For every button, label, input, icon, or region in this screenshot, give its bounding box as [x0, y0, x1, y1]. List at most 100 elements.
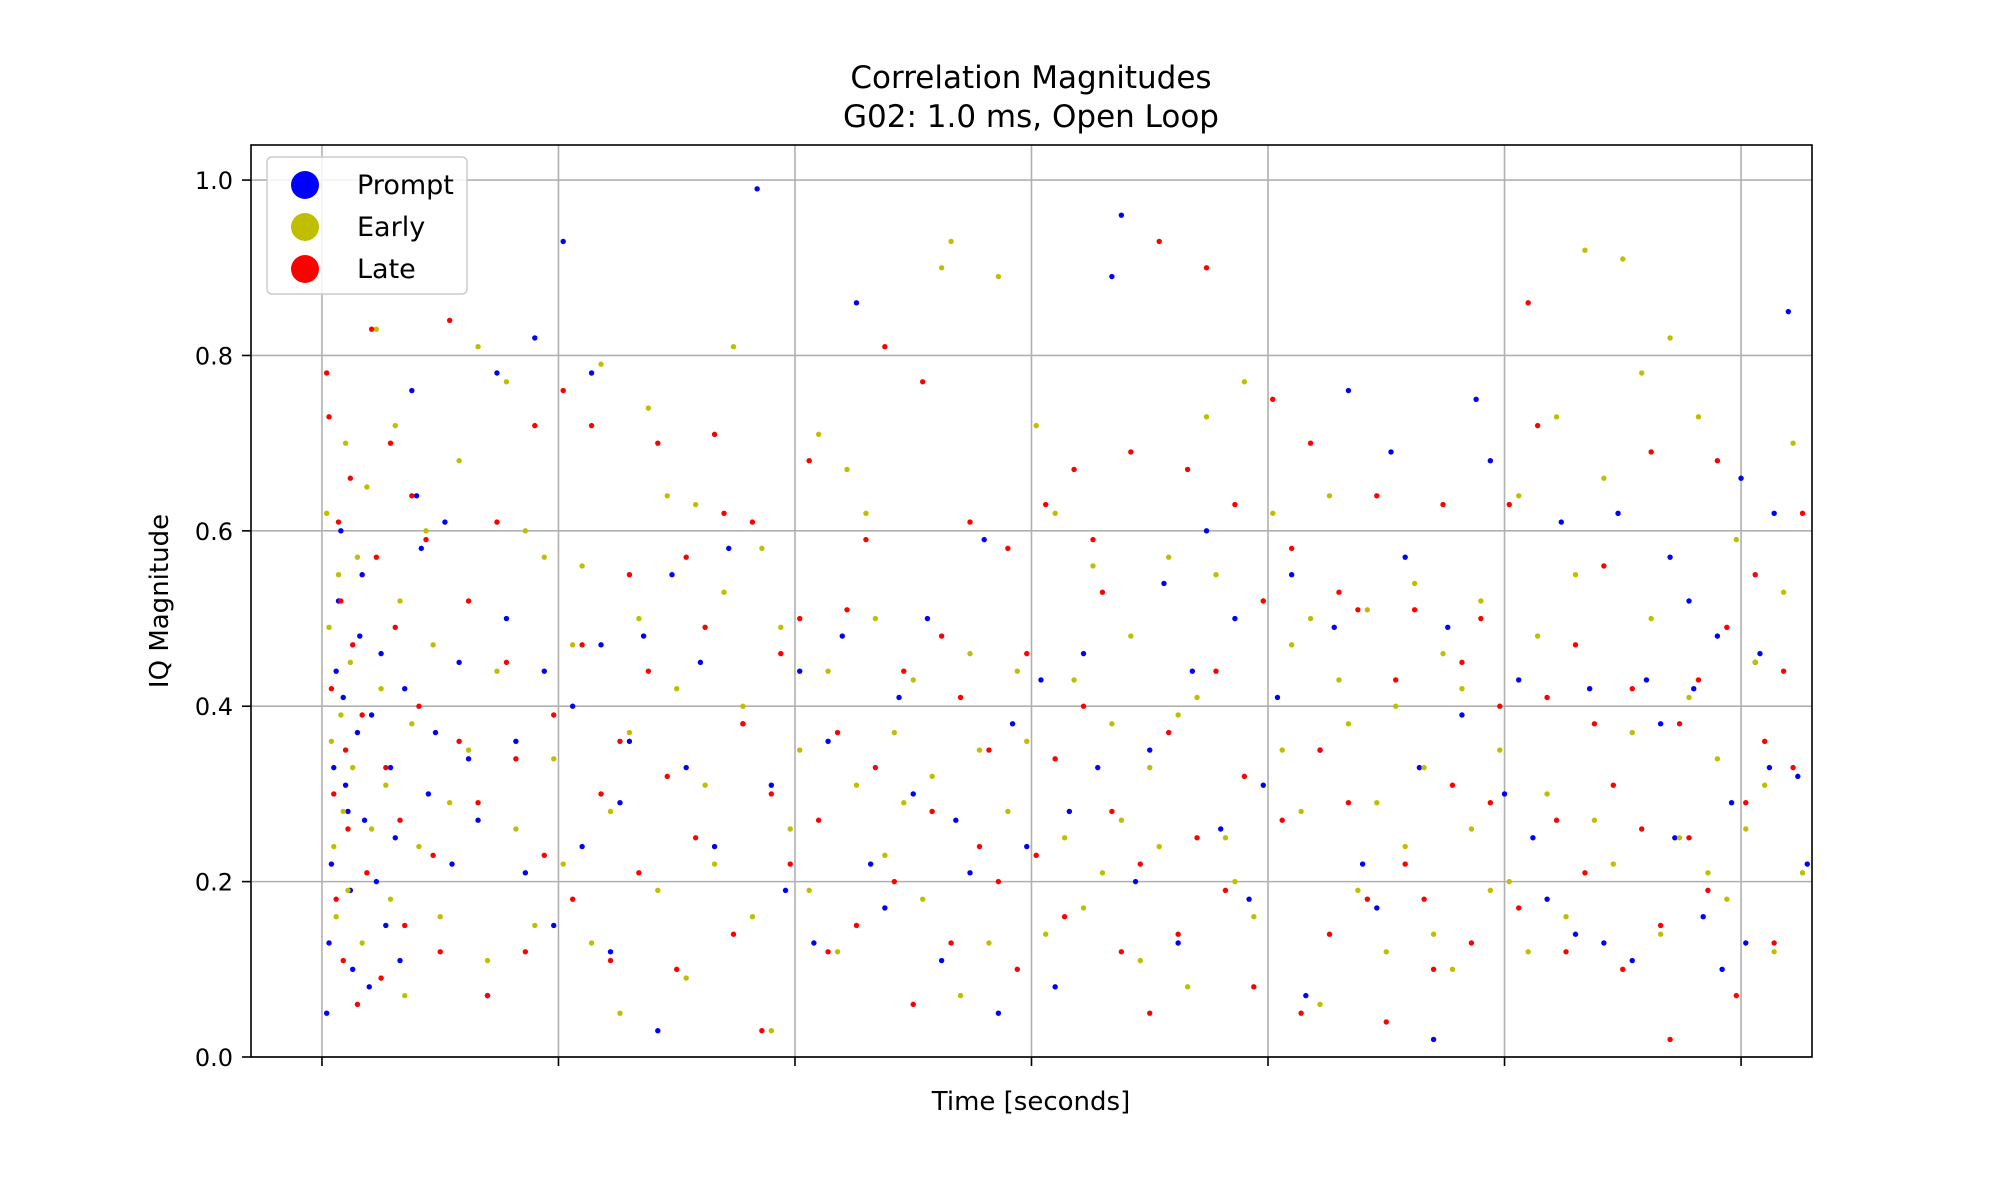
late-point [759, 1027, 765, 1034]
early-point [402, 992, 408, 999]
prompt-point [588, 370, 595, 376]
late-point [853, 922, 860, 929]
early-point [1005, 808, 1011, 815]
late-point [350, 642, 356, 648]
late-point [1629, 685, 1635, 692]
prompt-point [1785, 308, 1792, 315]
prompt-point [669, 571, 675, 578]
prompt-point [1009, 721, 1016, 727]
early-point [456, 457, 462, 464]
late-point [373, 554, 380, 560]
late-point [409, 493, 415, 499]
late-point [920, 379, 926, 385]
late-point [1780, 668, 1787, 674]
early-point [901, 799, 907, 806]
early-point [1203, 414, 1210, 420]
late-point [1232, 501, 1238, 508]
late-point [1572, 642, 1579, 648]
late-point [397, 817, 403, 823]
prompt-point [1516, 677, 1522, 683]
early-point [607, 808, 614, 815]
prompt-point [1530, 835, 1536, 841]
early-point [1270, 510, 1276, 517]
early-point [1194, 694, 1200, 701]
early-point [1383, 949, 1389, 955]
early-point [1411, 580, 1418, 587]
late-point [1610, 782, 1617, 788]
late-point [1544, 694, 1550, 701]
late-point [797, 615, 803, 622]
prompt-point [522, 870, 529, 876]
late-point [749, 519, 756, 525]
prompt-point [378, 650, 384, 657]
early-point [347, 659, 354, 666]
early-point [1572, 571, 1579, 578]
late-point [1364, 896, 1371, 902]
prompt-point [1080, 650, 1087, 657]
prompt-point [754, 186, 760, 192]
late-point [378, 975, 384, 981]
prompt-point [551, 922, 557, 929]
late-point [323, 370, 330, 376]
late-point [392, 624, 398, 631]
late-point [768, 791, 775, 797]
early-point [1780, 589, 1787, 595]
late-point [1516, 905, 1522, 911]
early-point [560, 861, 566, 867]
early-point [333, 913, 339, 920]
prompt-point [1175, 940, 1181, 946]
data-points [323, 186, 1810, 1043]
early-point [1288, 642, 1295, 648]
early-point [1014, 668, 1021, 674]
late-point [1430, 966, 1437, 973]
early-point [522, 528, 529, 534]
late-point [1421, 896, 1427, 902]
prompt-point [442, 519, 448, 525]
early-point [1657, 931, 1664, 937]
prompt-point [1700, 913, 1706, 920]
late-point [1137, 861, 1143, 867]
early-point [1042, 931, 1049, 937]
late-point [446, 317, 453, 324]
late-point [976, 843, 983, 850]
prompt-point [503, 615, 510, 622]
early-point [354, 554, 361, 560]
prompt-point [768, 782, 775, 788]
chart-title: Correlation Magnitudes [850, 60, 1211, 96]
prompt-point [1331, 624, 1337, 631]
late-point [995, 878, 1002, 885]
prompt-point [640, 633, 647, 639]
y-tick-label: 0.6 [195, 518, 233, 546]
legend-marker-early [291, 213, 319, 241]
late-point [1705, 887, 1711, 894]
early-point [1336, 677, 1342, 683]
prompt-point [383, 922, 389, 929]
prompt-point [425, 791, 432, 797]
late-point [683, 554, 689, 560]
early-point [853, 782, 860, 788]
late-point [423, 536, 429, 543]
late-point [1156, 238, 1162, 245]
early-point [1345, 721, 1352, 727]
early-point [1790, 440, 1796, 446]
prompt-point [967, 870, 973, 876]
early-point [513, 826, 519, 832]
prompt-point [354, 729, 361, 736]
late-point [1307, 440, 1314, 446]
early-point [1553, 414, 1560, 420]
late-point [1667, 1036, 1673, 1043]
late-point [1033, 852, 1039, 859]
late-point [333, 896, 339, 902]
late-point [345, 826, 351, 832]
early-point [617, 1010, 623, 1016]
prompt-point [1274, 694, 1281, 701]
early-point [1024, 738, 1030, 745]
late-point [456, 738, 462, 745]
early-point [1799, 870, 1806, 876]
late-point [1383, 1019, 1389, 1025]
prompt-point [882, 905, 888, 911]
early-point [1601, 475, 1607, 481]
late-point [1118, 949, 1125, 955]
legend-label-prompt: Prompt [357, 170, 454, 201]
x-axis-label: Time [seconds] [931, 1087, 1130, 1117]
